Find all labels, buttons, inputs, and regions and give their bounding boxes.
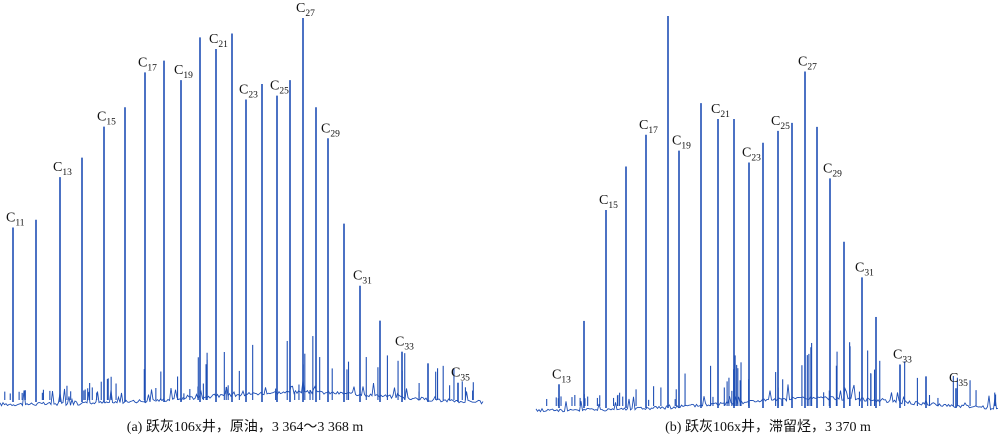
- caption-b: (b) 跃灰106x井，滞留烃，3 370 m: [665, 420, 871, 435]
- peak-label: C25: [270, 79, 289, 97]
- peak-label: C13: [53, 160, 72, 178]
- peak-label: C19: [672, 134, 691, 152]
- caption-a: (a) 跃灰106x井，原油，3 364～3 368 m: [126, 420, 364, 435]
- peak-label: C13: [552, 367, 571, 385]
- peak-label: C11: [6, 211, 25, 229]
- peak-label-subscript: 19: [183, 71, 193, 81]
- peak-label-subscript: 21: [720, 110, 730, 120]
- peak-label: C17: [639, 118, 658, 136]
- baseline-trace: [0, 380, 484, 407]
- peak-label-subscript: 29: [832, 169, 842, 179]
- peak-label: C35: [949, 371, 968, 389]
- peak-label-subscript: 25: [780, 122, 790, 132]
- peak-label: C23: [742, 146, 761, 164]
- peak-label: C31: [353, 269, 372, 287]
- peak-label-subscript: 15: [608, 201, 618, 211]
- peak-label-subscript: 17: [147, 63, 157, 73]
- peak-label-subscript: 11: [15, 219, 24, 229]
- peak-label-subscript: 23: [751, 154, 761, 164]
- peak-label: C15: [599, 193, 618, 211]
- peak-label-subscript: 35: [460, 374, 470, 384]
- peak-label-subscript: 17: [648, 126, 658, 136]
- peak-label: C23: [239, 82, 258, 100]
- peak-label: C21: [711, 102, 730, 120]
- peak-label-subscript: 25: [279, 87, 289, 97]
- peak-label-subscript: 31: [864, 268, 874, 278]
- peak-label-subscript: 31: [362, 277, 372, 287]
- peak-label-subscript: 13: [62, 168, 72, 178]
- chromatogram-b: C13 C15 C17 C19 C21 C23 C25 C27 C29 C31 C33 C35: [535, 16, 999, 413]
- peak-label: C27: [296, 1, 315, 19]
- peak-label: C31: [855, 260, 874, 278]
- peak-label: C25: [771, 114, 790, 132]
- peak-label: C29: [823, 161, 842, 179]
- peak-label: C29: [321, 121, 340, 139]
- peak-label-subscript: 21: [218, 40, 228, 50]
- peak-label: C17: [138, 55, 157, 73]
- peak-label-subscript: 27: [807, 62, 817, 72]
- chromatogram-panel-b: C13 C15 C17 C19 C21 C23 C25 C27 C29 C31 C33 C35 (b)…: [535, 0, 1000, 438]
- peak-label-subscript: 35: [958, 379, 968, 389]
- peak-label: C19: [174, 63, 193, 81]
- peak-label: C33: [893, 347, 912, 365]
- peak-label-subscript: 33: [902, 355, 912, 365]
- peak-label-subscript: 19: [681, 142, 691, 152]
- peak-label-subscript: 13: [561, 375, 571, 385]
- peak-label-subscript: 27: [305, 9, 315, 19]
- peak-label: C33: [395, 335, 414, 353]
- baseline-trace: [535, 384, 999, 413]
- peak-label: C27: [798, 54, 817, 72]
- chromatogram-panel-a: C11 C13 C15 C17 C19 C21 C23 C25 C27 C29 C31 C33 C35 …: [0, 0, 490, 438]
- peak-label: C15: [97, 110, 116, 128]
- peak-label-subscript: 23: [248, 90, 258, 100]
- peak-label-subscript: 33: [404, 343, 414, 353]
- peak-label-subscript: 29: [330, 129, 340, 139]
- peak-label-subscript: 15: [106, 118, 116, 128]
- peak-label: C21: [209, 32, 228, 50]
